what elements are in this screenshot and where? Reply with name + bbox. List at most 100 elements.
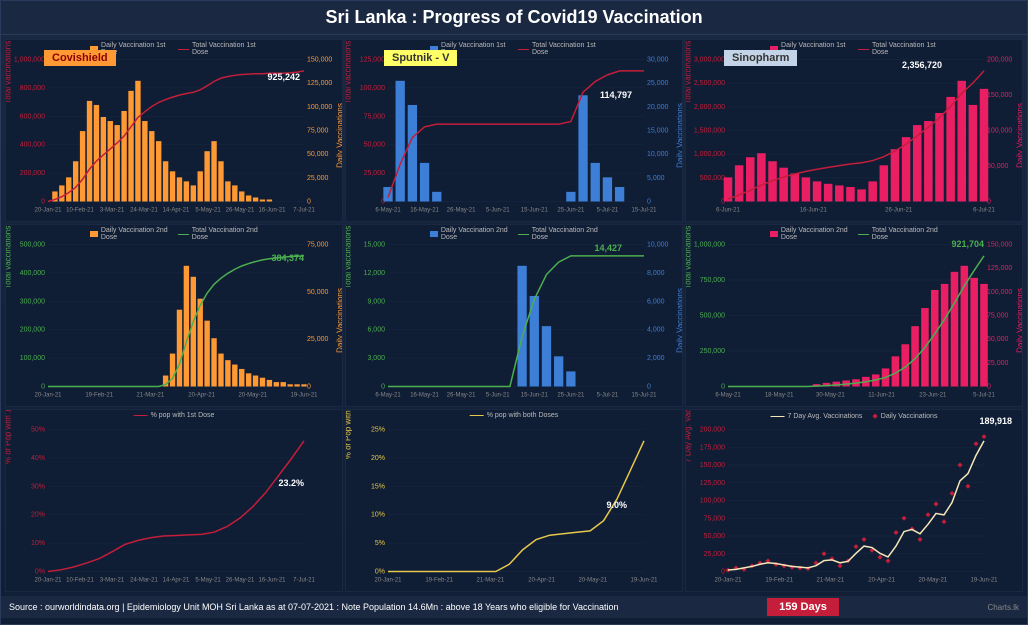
svg-text:16-May-21: 16-May-21: [410, 393, 439, 399]
svg-text:20-May-21: 20-May-21: [578, 578, 607, 584]
svg-text:16-May-21: 16-May-21: [410, 208, 439, 214]
y-right-label: Daily Vaccinations: [336, 103, 344, 168]
svg-text:20%: 20%: [371, 455, 385, 462]
svg-text:7-Jul-21: 7-Jul-21: [293, 208, 315, 214]
svg-text:3-Mar-21: 3-Mar-21: [100, 208, 125, 214]
svg-text:19-Jun-21: 19-Jun-21: [290, 393, 318, 399]
svg-text:800,000: 800,000: [20, 85, 45, 92]
y-right-label: Daily Vaccinations: [336, 288, 344, 353]
svg-text:0: 0: [381, 384, 385, 391]
svg-text:15-Jun-21: 15-Jun-21: [521, 208, 549, 214]
svg-text:19-Feb-21: 19-Feb-21: [425, 578, 453, 584]
svg-text:25,000: 25,000: [307, 175, 329, 182]
svg-text:0: 0: [721, 569, 725, 576]
svg-text:15-Jun-21: 15-Jun-21: [521, 393, 549, 399]
svg-text:23-Jun-21: 23-Jun-21: [919, 393, 947, 399]
y-right-label: Daily Vaccinations: [676, 288, 684, 353]
svg-text:125,000: 125,000: [307, 80, 332, 87]
chart-annotation: 384,374: [271, 253, 304, 263]
svg-text:16-Jun-21: 16-Jun-21: [258, 578, 286, 584]
legend-total: Total Vaccination 1st Dose: [532, 42, 598, 56]
chart-svg: 0%10%20%30%40%50%20-Jan-2110-Feb-213-Mar…: [6, 410, 342, 591]
chart-annotation: 925,242: [267, 72, 300, 82]
chart-sinopharm-d2: Daily Vaccination 2nd Dose Total Vaccina…: [685, 224, 1023, 407]
svg-text:6,000: 6,000: [647, 298, 665, 305]
legend-total: Total Vaccination 2nd Dose: [192, 227, 258, 241]
svg-text:75,000: 75,000: [704, 515, 726, 522]
svg-text:6-Jul-21: 6-Jul-21: [973, 208, 995, 214]
chart-grid: Covishield Daily Vaccination 1st Dose To…: [1, 35, 1027, 596]
svg-text:125,000: 125,000: [360, 57, 385, 64]
y-left-label: % of Pop with Both Doses: [345, 409, 353, 459]
svg-text:75,000: 75,000: [307, 128, 329, 135]
svg-text:50,000: 50,000: [987, 336, 1009, 343]
chart-sinopharm-d1: Sinopharm Daily Vaccination 1st Dose Tot…: [685, 39, 1023, 222]
svg-text:21-Mar-21: 21-Mar-21: [137, 393, 165, 399]
legend-daily: Daily Vaccination 2nd Dose: [101, 227, 168, 241]
svg-text:26-Jun-21: 26-Jun-21: [885, 208, 913, 214]
svg-text:24-Mar-21: 24-Mar-21: [130, 578, 158, 584]
chart-svg: 0250,000500,000750,0001,000,000025,00050…: [686, 225, 1022, 406]
svg-text:5-Jun-21: 5-Jun-21: [486, 393, 510, 399]
svg-text:19-Jun-21: 19-Jun-21: [630, 578, 658, 584]
svg-text:25%: 25%: [371, 427, 385, 434]
svg-text:100,000: 100,000: [987, 128, 1012, 135]
svg-text:0%: 0%: [35, 569, 45, 576]
svg-text:75,000: 75,000: [364, 113, 386, 120]
chart-svg: 03,0006,0009,00012,00015,00002,0004,0006…: [346, 225, 682, 406]
svg-text:5,000: 5,000: [647, 175, 665, 182]
svg-text:200,000: 200,000: [700, 427, 725, 434]
svg-text:20-Jan-21: 20-Jan-21: [714, 578, 742, 584]
svg-text:200,000: 200,000: [20, 170, 45, 177]
svg-text:40%: 40%: [31, 455, 45, 462]
chart-annotation: 2,356,720: [902, 60, 942, 70]
svg-text:25,000: 25,000: [307, 336, 329, 343]
svg-text:10%: 10%: [31, 540, 45, 547]
svg-text:1,000,000: 1,000,000: [14, 57, 45, 64]
svg-text:25,000: 25,000: [647, 80, 669, 87]
svg-text:14-Apr-21: 14-Apr-21: [163, 208, 190, 214]
svg-text:26-May-21: 26-May-21: [226, 208, 255, 214]
svg-text:2,000: 2,000: [647, 355, 665, 362]
svg-text:10,000: 10,000: [647, 151, 669, 158]
svg-text:11-Jun-21: 11-Jun-21: [868, 393, 895, 399]
svg-text:20-Apr-21: 20-Apr-21: [188, 393, 215, 399]
chart-annotation: 114,797: [600, 90, 632, 100]
svg-text:30%: 30%: [31, 483, 45, 490]
svg-text:6-May-21: 6-May-21: [375, 208, 401, 214]
svg-text:16-Jun-21: 16-Jun-21: [800, 208, 828, 214]
svg-text:0: 0: [41, 384, 45, 391]
svg-text:100,000: 100,000: [307, 104, 332, 111]
chart-annotation: 189,918: [979, 416, 1012, 426]
legend-daily: Daily Vaccination 2nd Dose: [781, 227, 848, 241]
svg-text:150,000: 150,000: [307, 57, 332, 64]
legend-total: Total Vaccination 2nd Dose: [872, 227, 938, 241]
vaccine-label-covishield: Covishield: [44, 50, 116, 66]
svg-text:150,000: 150,000: [987, 92, 1012, 99]
y-right-label: Daily Vaccinations: [1016, 103, 1024, 168]
y-left-label: Total vaccinations: [5, 225, 13, 288]
svg-text:5-Jun-21: 5-Jun-21: [486, 208, 510, 214]
chart-daily-avg: 7 Day Avg. Vaccinations ◆Daily Vaccinati…: [685, 409, 1023, 592]
y-left-label: Total vaccinations: [5, 40, 13, 103]
svg-text:5-Jul-21: 5-Jul-21: [973, 393, 995, 399]
svg-text:6-Jun-21: 6-Jun-21: [716, 208, 740, 214]
svg-text:100,000: 100,000: [700, 498, 725, 505]
svg-text:50,000: 50,000: [987, 163, 1009, 170]
chart-svg: 025,00050,00075,000100,000125,000150,000…: [686, 410, 1022, 591]
svg-text:5-May-21: 5-May-21: [195, 208, 221, 214]
svg-text:50,000: 50,000: [307, 151, 329, 158]
svg-text:0: 0: [307, 199, 311, 206]
svg-text:9,000: 9,000: [367, 298, 385, 305]
svg-text:19-Feb-21: 19-Feb-21: [765, 578, 793, 584]
svg-text:0: 0: [647, 199, 651, 206]
svg-text:125,000: 125,000: [987, 265, 1012, 272]
svg-text:200,000: 200,000: [987, 57, 1012, 64]
y-left-label: Total vaccinations: [685, 40, 693, 103]
svg-text:6-May-21: 6-May-21: [375, 393, 401, 399]
y-left-label: Total vaccinations: [345, 225, 353, 288]
svg-text:5-Jul-21: 5-Jul-21: [597, 208, 619, 214]
svg-text:10-Feb-21: 10-Feb-21: [66, 578, 94, 584]
y-right-label: Daily Vaccinations: [676, 103, 684, 168]
svg-text:16-Jun-21: 16-Jun-21: [258, 208, 286, 214]
